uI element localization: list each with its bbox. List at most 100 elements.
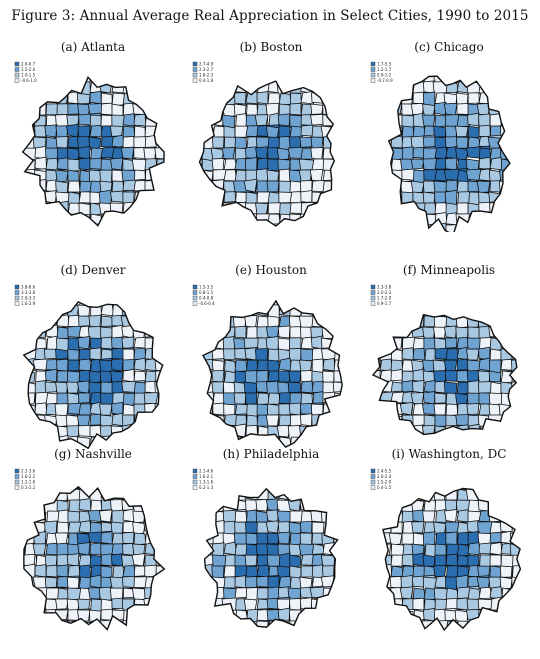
tract-region: [167, 511, 173, 522]
tract-region: [410, 314, 425, 317]
panel-caption: (i) Washington, DC: [391, 447, 507, 461]
tract-region: [23, 337, 36, 351]
tract-region: [510, 412, 517, 435]
tract-region: [68, 283, 80, 295]
tract-region: [478, 392, 491, 405]
tract-region: [234, 359, 248, 372]
tract-region: [144, 337, 157, 350]
tract-region: [191, 348, 202, 371]
tract-region: [467, 112, 480, 127]
tract-region: [522, 104, 529, 115]
tract-region: [34, 488, 59, 501]
tract-region: [66, 486, 80, 490]
tract-region: [489, 596, 504, 622]
tract-region: [56, 358, 69, 372]
tract-region: [498, 191, 510, 215]
tract-region: [499, 576, 513, 591]
tract-region: [423, 390, 436, 405]
tract-region: [267, 136, 281, 149]
tract-region: [422, 629, 436, 630]
tract-region: [511, 202, 529, 214]
tract-region: [523, 522, 529, 535]
tract-region: [266, 180, 280, 193]
tract-region: [166, 382, 173, 404]
legend-label: 2.9-3.3: [21, 296, 36, 301]
metro-outline: [203, 487, 339, 628]
tract-region: [512, 190, 529, 214]
tract-region: [522, 325, 529, 349]
tract-region: [211, 92, 225, 107]
tract-region: [67, 180, 81, 193]
tract-region: [523, 371, 529, 383]
tract-region: [501, 60, 512, 71]
metro-outline: [202, 299, 343, 449]
tract-region: [382, 488, 404, 512]
tract-region: [400, 629, 414, 630]
tract-region: [132, 202, 157, 215]
tract-region: [523, 126, 529, 139]
tract-region: [455, 147, 469, 161]
tract-region: [144, 414, 157, 427]
tract-region: [191, 632, 203, 639]
tract-region: [372, 392, 381, 405]
tract-region: [22, 213, 25, 226]
tract-region: [133, 486, 146, 501]
map-panel: (b) Boston 2.7-4.9 2.3-2.7 1.8-2.3 0.4-1.8: [186, 40, 356, 240]
tract-region: [369, 522, 380, 533]
tract-region: [245, 300, 260, 307]
tract-region: [466, 520, 480, 534]
tract-region: [55, 169, 69, 183]
tract-region: [22, 179, 25, 204]
tract-region: [110, 224, 124, 226]
tract-region: [389, 575, 403, 589]
tract-region: [234, 488, 248, 490]
tract-region: [66, 224, 80, 226]
tract-region: [199, 178, 214, 193]
tract-region: [322, 303, 343, 317]
tract-region: [322, 403, 343, 417]
tract-region: [500, 212, 510, 226]
tract-region: [333, 564, 338, 578]
tract-region: [402, 283, 414, 306]
tract-region: [155, 488, 165, 501]
tract-region: [77, 620, 91, 630]
tract-region: [222, 300, 236, 306]
tract-region: [23, 554, 25, 567]
tract-region: [300, 304, 314, 318]
tract-region: [256, 180, 269, 193]
tract-region: [489, 314, 502, 328]
tract-region: [167, 60, 173, 72]
tract-region: [99, 370, 113, 384]
tract-region: [165, 533, 173, 544]
legend-label: 3.8-6.6: [21, 285, 36, 290]
tract-region: [412, 552, 425, 567]
tract-region: [390, 135, 404, 149]
tract-region: [343, 225, 351, 232]
tract-region: [322, 300, 336, 317]
tract-region: [345, 283, 351, 294]
tract-region: [199, 113, 203, 127]
tract-region: [111, 467, 123, 478]
tract-region: [389, 499, 403, 514]
tract-region: [121, 77, 135, 83]
tract-region: [300, 81, 314, 83]
tract-region: [455, 213, 480, 226]
tract-region: [523, 404, 529, 415]
tract-region: [44, 304, 58, 319]
tract-region: [300, 618, 313, 628]
tract-region: [203, 337, 214, 350]
tract-region: [521, 283, 529, 305]
tract-region: [344, 349, 351, 361]
tract-region: [369, 203, 380, 226]
tract-region: [166, 225, 173, 232]
tract-region: [401, 553, 414, 567]
tract-region: [401, 467, 413, 479]
tract-region: [33, 486, 47, 501]
tract-region: [478, 488, 492, 502]
tract-region: [223, 81, 238, 96]
tract-region: [265, 488, 291, 490]
tract-region: [256, 532, 269, 545]
tract-region: [369, 577, 380, 588]
tract-region: [278, 488, 292, 501]
tract-region: [446, 294, 457, 306]
